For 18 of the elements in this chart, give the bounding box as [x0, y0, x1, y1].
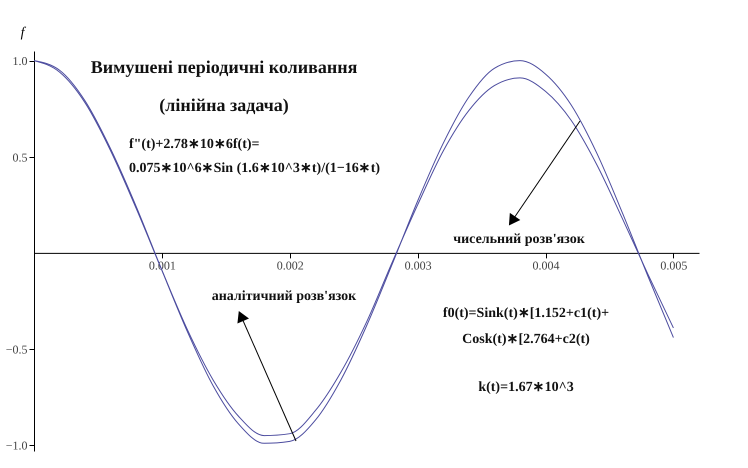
x-tick-label: 0.003 — [404, 258, 432, 272]
y-tick-label: −1.0 — [6, 438, 28, 453]
x-tick-label: 0.004 — [532, 258, 560, 272]
annotation: Cosk(t)∗[2.764+c2(t) — [462, 332, 590, 347]
y-tick-label: 1.0 — [12, 54, 28, 68]
annotation: f"(t)+2.78∗10∗6f(t)= — [129, 137, 260, 152]
annotation: чисельний розв'язок — [453, 232, 586, 247]
annotation: k(t)=1.67∗10^3 — [478, 380, 574, 395]
text: (лінійна задача) — [159, 95, 289, 115]
y-axis-title: f — [20, 26, 27, 40]
x-tick-label: 0.005 — [660, 258, 688, 272]
y-tick-label: −0.5 — [6, 342, 28, 357]
x-tick-label: 0.002 — [276, 258, 304, 272]
annotation: аналітичний розв'язок — [212, 289, 358, 304]
y-tick-label: 0.5 — [12, 150, 28, 164]
annotation: 0.075∗10^6∗Sin (1.6∗10^3∗t)/(1−16∗t) — [129, 161, 380, 176]
chart-title: Вимушені періодичні коливання — [90, 57, 358, 77]
annotation: f0(t)=Sink(t)∗[1.152+c1(t)+ — [442, 306, 610, 321]
